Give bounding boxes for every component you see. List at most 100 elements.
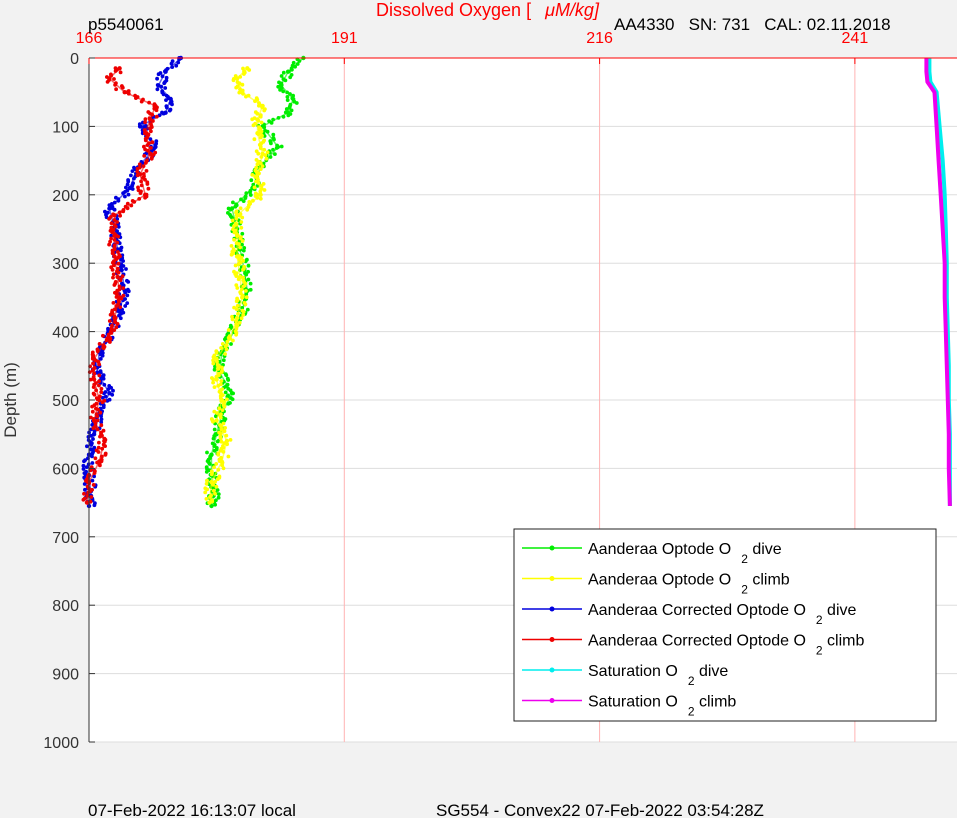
data-point xyxy=(214,377,219,382)
data-point xyxy=(244,272,249,277)
legend-swatch-marker xyxy=(549,545,555,551)
data-point xyxy=(248,193,253,197)
data-point xyxy=(255,117,260,122)
data-point xyxy=(242,72,246,76)
data-point xyxy=(285,90,289,95)
data-point xyxy=(215,488,220,492)
legend-label: Saturation O 2 dive xyxy=(588,663,728,688)
data-point xyxy=(259,120,264,125)
data-point xyxy=(214,350,219,355)
data-point xyxy=(269,121,274,125)
legend-label-suffix: climb xyxy=(695,694,737,711)
data-point xyxy=(105,399,110,403)
data-point xyxy=(285,110,291,115)
data-point xyxy=(214,418,219,423)
data-point xyxy=(160,74,165,79)
data-point xyxy=(240,295,245,300)
data-point xyxy=(231,78,236,83)
data-point xyxy=(255,172,260,177)
data-point xyxy=(236,311,240,316)
data-point xyxy=(272,137,276,142)
data-point xyxy=(291,60,296,65)
data-point xyxy=(237,81,242,86)
data-point xyxy=(297,59,302,63)
y-tick-label: 100 xyxy=(52,119,79,136)
data-point xyxy=(91,418,97,423)
data-point xyxy=(114,325,119,330)
data-point xyxy=(100,446,105,451)
legend-label-suffix: climb xyxy=(748,572,790,589)
data-point xyxy=(125,182,130,187)
data-point xyxy=(101,405,106,410)
data-point xyxy=(99,420,104,425)
data-point xyxy=(145,143,150,148)
data-point xyxy=(244,94,248,99)
series-layer xyxy=(81,55,952,509)
data-point xyxy=(258,192,263,197)
legend-box xyxy=(513,528,937,722)
data-point xyxy=(219,424,224,429)
data-point xyxy=(126,179,131,184)
data-point xyxy=(102,382,107,387)
data-point xyxy=(203,490,208,495)
data-point xyxy=(116,198,121,203)
data-point xyxy=(135,166,140,171)
data-point xyxy=(114,304,119,308)
data-point xyxy=(229,206,235,211)
data-point xyxy=(126,192,131,197)
data-point xyxy=(91,385,96,389)
data-point xyxy=(112,328,117,332)
legend-swatch-marker xyxy=(549,606,555,612)
data-point xyxy=(151,152,156,157)
legend-label: Aanderaa Optode O 2 dive xyxy=(588,541,782,566)
data-point xyxy=(229,244,234,248)
data-point xyxy=(134,96,138,100)
data-point xyxy=(148,137,153,142)
data-point xyxy=(112,77,116,81)
data-point xyxy=(249,178,254,183)
data-point xyxy=(231,200,235,205)
data-point xyxy=(245,207,250,212)
data-point xyxy=(116,250,120,254)
data-point xyxy=(100,400,105,405)
data-point xyxy=(257,103,261,108)
data-point xyxy=(125,206,130,211)
data-point xyxy=(205,487,210,492)
data-point xyxy=(121,286,126,290)
data-point xyxy=(219,346,224,350)
data-point xyxy=(116,270,121,275)
data-point xyxy=(137,172,143,177)
data-point xyxy=(239,316,244,321)
data-point xyxy=(238,236,243,241)
y-tick-label: 700 xyxy=(52,530,79,547)
data-point xyxy=(215,411,219,415)
data-point xyxy=(114,87,118,92)
y-tick-label: 300 xyxy=(52,256,79,273)
data-point xyxy=(278,83,284,88)
data-point xyxy=(262,108,267,113)
data-point xyxy=(222,404,227,409)
data-point xyxy=(87,370,92,374)
data-point xyxy=(291,96,296,102)
data-point xyxy=(82,491,86,496)
data-point xyxy=(240,306,245,310)
data-point xyxy=(220,342,225,346)
data-point xyxy=(215,477,220,482)
data-point xyxy=(143,120,148,125)
y-tick-label: 400 xyxy=(52,325,79,342)
data-point xyxy=(250,117,255,122)
data-point xyxy=(116,234,120,239)
data-point xyxy=(121,209,126,214)
data-point xyxy=(124,185,128,190)
data-point xyxy=(212,367,217,372)
data-point xyxy=(238,75,243,79)
data-point xyxy=(106,387,111,392)
data-point xyxy=(95,414,100,419)
data-point xyxy=(90,404,94,409)
data-point xyxy=(91,377,97,382)
data-point xyxy=(111,275,115,280)
data-point xyxy=(262,147,267,152)
data-point xyxy=(212,427,217,432)
data-point xyxy=(103,453,108,457)
data-point xyxy=(278,88,282,92)
